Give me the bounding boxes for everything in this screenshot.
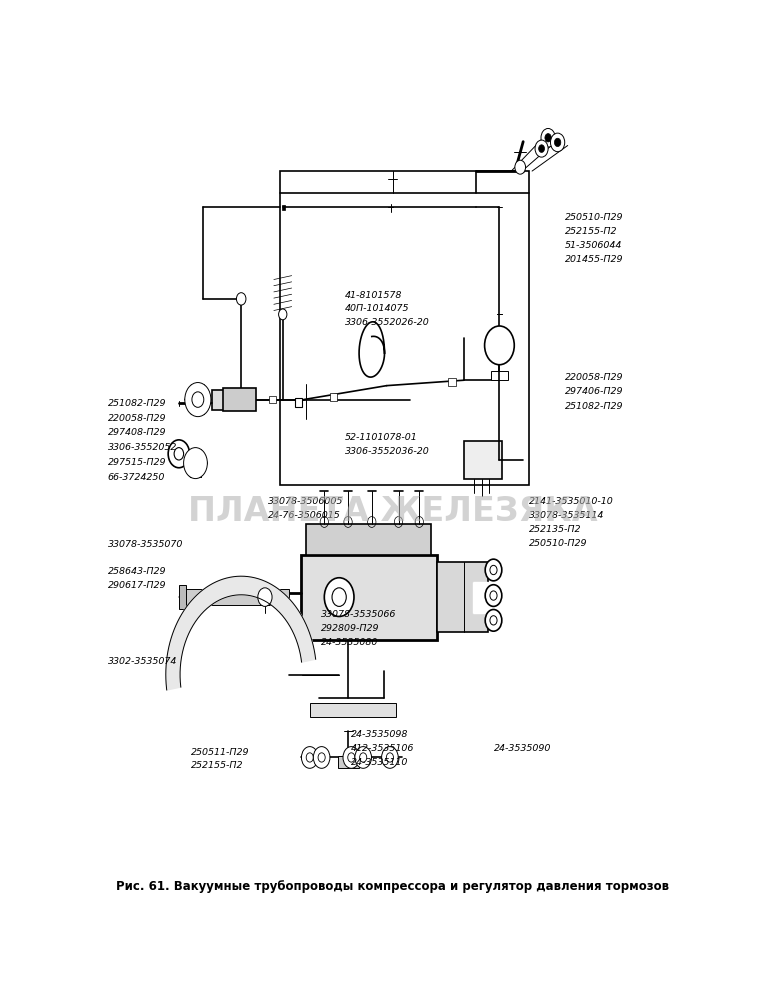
Circle shape <box>551 133 565 152</box>
Bar <box>269 395 276 403</box>
Circle shape <box>485 559 502 580</box>
Circle shape <box>237 293 246 305</box>
Text: 66-3724250: 66-3724250 <box>107 473 165 482</box>
Text: 250510-П29: 250510-П29 <box>529 539 588 548</box>
Bar <box>224 388 256 411</box>
Text: 252155-П2: 252155-П2 <box>191 762 244 771</box>
Text: 252135-П2: 252135-П2 <box>529 525 581 534</box>
Circle shape <box>279 309 287 320</box>
Bar <box>329 393 337 401</box>
Bar <box>295 398 302 407</box>
Text: 297408-П29: 297408-П29 <box>107 429 166 438</box>
Text: 251082-П29: 251082-П29 <box>565 402 624 411</box>
Circle shape <box>185 382 211 416</box>
Text: Рис. 61. Вакуумные трубопроводы компрессора и регулятор давления тормозов: Рис. 61. Вакуумные трубопроводы компресс… <box>116 879 669 892</box>
Text: 297515-П29: 297515-П29 <box>107 458 166 467</box>
Text: 292809-П29: 292809-П29 <box>322 624 380 633</box>
Text: 33078-3535066: 33078-3535066 <box>322 610 397 619</box>
Bar <box>338 756 359 768</box>
Text: 220058-П29: 220058-П29 <box>107 414 166 424</box>
Text: 250510-П29: 250510-П29 <box>565 213 624 222</box>
Text: 24-3535110: 24-3535110 <box>351 758 408 767</box>
Text: 3306-3552052: 3306-3552052 <box>107 443 177 452</box>
Polygon shape <box>165 576 316 690</box>
Bar <box>306 523 431 554</box>
Text: 24-3535098: 24-3535098 <box>351 729 408 738</box>
Text: 24-3535090: 24-3535090 <box>493 743 551 752</box>
Circle shape <box>535 140 548 157</box>
Text: 3306-3552036-20: 3306-3552036-20 <box>345 447 430 456</box>
Bar <box>185 590 289 605</box>
Circle shape <box>538 145 545 153</box>
Text: 33078-3535114: 33078-3535114 <box>529 510 604 519</box>
Text: 41-8101578: 41-8101578 <box>345 291 402 300</box>
Text: 290617-П29: 290617-П29 <box>107 581 166 590</box>
Text: 3302-3535074: 3302-3535074 <box>107 657 177 666</box>
Text: 297406-П29: 297406-П29 <box>565 387 624 396</box>
Circle shape <box>555 138 561 147</box>
Text: 33078-3506005: 33078-3506005 <box>268 497 343 506</box>
Bar <box>437 562 487 632</box>
Text: 258643-П29: 258643-П29 <box>107 567 166 576</box>
Text: 51-3506044: 51-3506044 <box>565 240 622 249</box>
Circle shape <box>485 326 514 365</box>
Text: 3306-3552026-20: 3306-3552026-20 <box>345 318 430 327</box>
Circle shape <box>302 746 318 769</box>
Text: 412-3535106: 412-3535106 <box>351 743 414 752</box>
Circle shape <box>541 129 555 147</box>
Circle shape <box>355 746 372 769</box>
Text: 52-1101078-01: 52-1101078-01 <box>345 433 417 442</box>
Bar <box>300 554 437 640</box>
Circle shape <box>343 746 359 769</box>
Circle shape <box>545 134 552 142</box>
Circle shape <box>169 440 189 468</box>
Bar <box>464 442 502 479</box>
Circle shape <box>485 610 502 631</box>
Circle shape <box>515 160 525 174</box>
Text: 252155-П2: 252155-П2 <box>565 227 617 236</box>
Text: 251082-П29: 251082-П29 <box>107 399 166 408</box>
Bar <box>309 703 396 717</box>
Circle shape <box>313 746 330 769</box>
Text: 40П-1014075: 40П-1014075 <box>345 304 410 313</box>
Text: 24-3535080: 24-3535080 <box>322 638 378 647</box>
Bar <box>282 205 285 210</box>
Text: 250511-П29: 250511-П29 <box>191 747 249 757</box>
Text: ПЛАНЕТА ЖЕЛЕЗЯКА: ПЛАНЕТА ЖЕЛЕЗЯКА <box>188 495 597 528</box>
Circle shape <box>381 746 398 769</box>
Bar <box>448 378 456 385</box>
Circle shape <box>184 448 208 479</box>
Text: 24-76-3506015: 24-76-3506015 <box>268 510 341 519</box>
Polygon shape <box>473 581 487 613</box>
Circle shape <box>258 588 272 607</box>
Circle shape <box>485 584 502 607</box>
Circle shape <box>324 577 354 617</box>
Bar <box>280 171 529 485</box>
Text: 201455-П29: 201455-П29 <box>565 255 624 264</box>
Text: 220058-П29: 220058-П29 <box>565 373 624 382</box>
Text: 33078-3535070: 33078-3535070 <box>107 540 183 549</box>
Text: 2141-3535010-10: 2141-3535010-10 <box>529 497 614 506</box>
Bar <box>490 371 509 380</box>
Bar <box>178 585 186 609</box>
Bar <box>211 390 241 409</box>
